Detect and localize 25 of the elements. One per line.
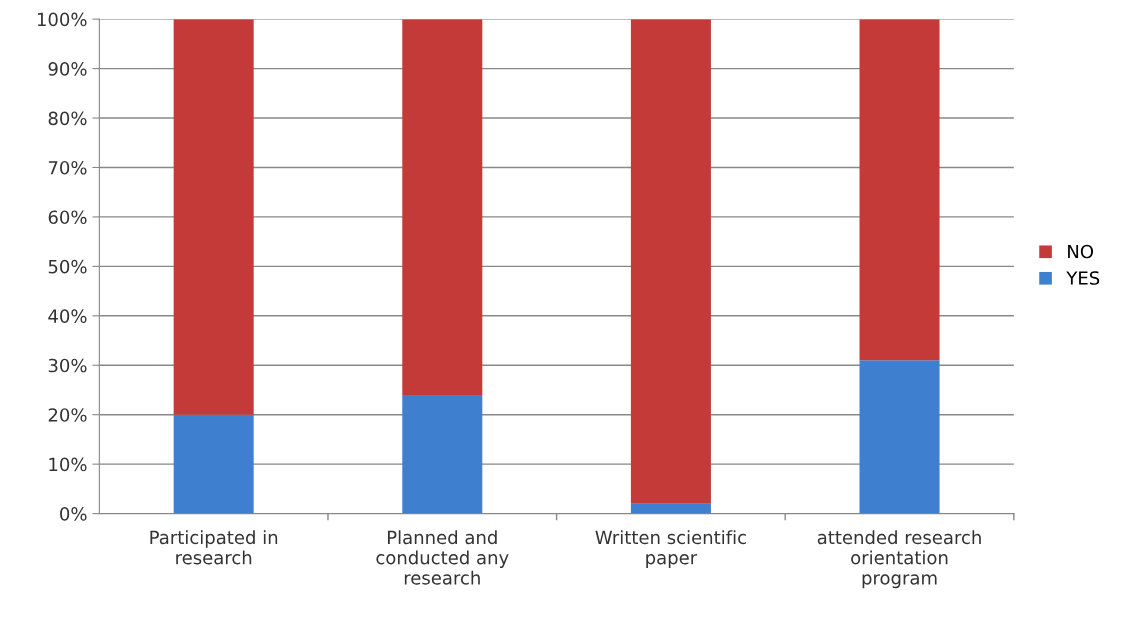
bar (402, 19, 483, 395)
bar (630, 503, 711, 514)
bar (859, 19, 940, 361)
y-tick-label: 50% (48, 259, 87, 274)
bar (630, 19, 711, 504)
y-tick-label: 100% (37, 12, 87, 27)
bar (402, 394, 483, 514)
x-tick-label: Planned and conducted any research (376, 530, 509, 585)
legend-label: NO (1068, 244, 1094, 259)
x-tick-label: Written scientific paper (595, 530, 746, 568)
y-tick-label: 60% (48, 210, 87, 225)
y-tick-label: 0% (60, 507, 87, 521)
bar (173, 414, 254, 514)
y-tick-label: 20% (48, 408, 87, 422)
y-tick-label: 90% (48, 62, 87, 76)
y-tick-label: 70% (48, 160, 87, 175)
legend-label: YES (1066, 271, 1100, 285)
bar (173, 19, 254, 415)
y-tick-label: 40% (48, 309, 87, 323)
y-tick-label: 80% (48, 111, 87, 126)
y-tick-label: 30% (48, 358, 87, 373)
x-tick-label: attended research orientation program (817, 530, 981, 589)
x-tick-label: Participated in research (150, 530, 278, 565)
bar (859, 360, 940, 514)
y-tick-label: 10% (49, 457, 87, 472)
